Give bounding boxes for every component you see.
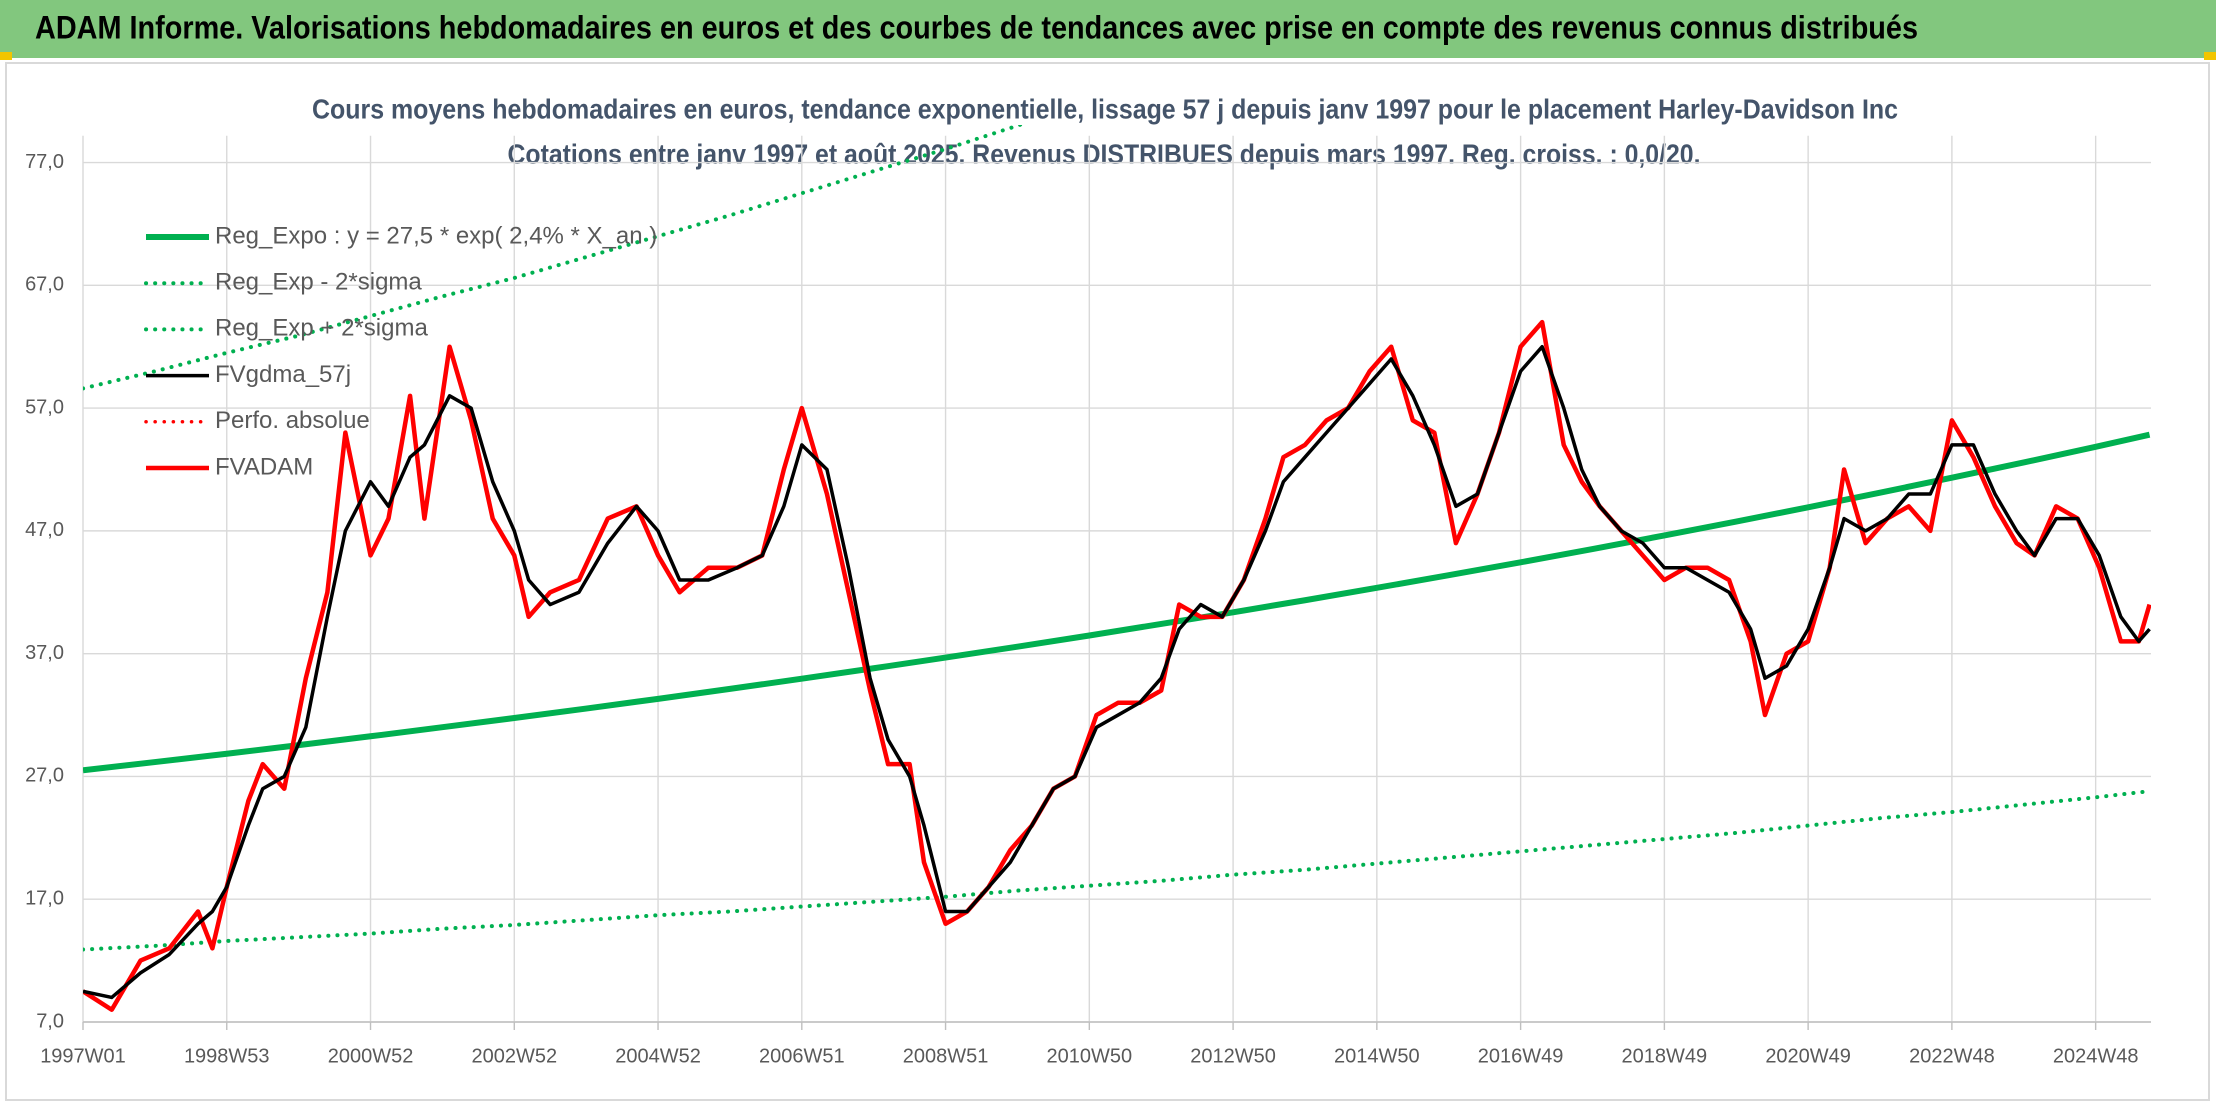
x-tick-label: 2022W48 xyxy=(1909,1045,1995,1067)
legend-label: Reg_Exp - 2*sigma xyxy=(215,269,422,296)
legend-label: Reg_Expo : y = 27,5 * exp( 2,4% * X_an ) xyxy=(215,222,657,249)
x-tick-label: 2016W49 xyxy=(1478,1045,1564,1067)
legend-label: FVgdma_57j xyxy=(215,361,351,388)
corner-mark xyxy=(0,52,12,60)
x-tick-label: 2008W51 xyxy=(903,1045,989,1067)
y-tick-label: 37,0 xyxy=(25,642,64,664)
chart-subtitle: Cotations entre janv 1997 et août 2025. … xyxy=(508,138,1701,169)
x-tick-label: 2004W52 xyxy=(615,1045,701,1067)
y-tick-label: 77,0 xyxy=(25,151,64,173)
legend-label: Perfo. absolue xyxy=(215,407,370,434)
y-tick-label: 17,0 xyxy=(25,888,64,910)
y-tick-label: 27,0 xyxy=(25,765,64,787)
x-tick-label: 2006W51 xyxy=(759,1045,845,1067)
x-tick-label: 2024W48 xyxy=(2053,1045,2139,1067)
x-tick-label: 2014W50 xyxy=(1334,1045,1420,1067)
x-tick-label: 2020W49 xyxy=(1765,1045,1851,1067)
grid xyxy=(82,135,2151,1023)
x-tick-label: 2012W50 xyxy=(1190,1045,1276,1067)
y-tick-label: 7,0 xyxy=(36,1010,64,1032)
series-line xyxy=(83,431,2151,774)
x-tick-label: 2010W50 xyxy=(1047,1045,1133,1067)
y-tick-label: 57,0 xyxy=(25,396,64,418)
chart-frame xyxy=(5,62,2210,1101)
y-tick-label: 67,0 xyxy=(25,274,64,296)
x-tick-label: 2018W49 xyxy=(1622,1045,1708,1067)
series-line xyxy=(83,344,2151,1000)
legend-label: FVADAM xyxy=(215,453,313,480)
x-tick-label: 2000W52 xyxy=(328,1045,414,1067)
legend-label: Reg_Exp + 2*sigma xyxy=(215,315,428,342)
page-header: ADAM Informe. Valorisations hebdomadaire… xyxy=(35,9,1918,45)
x-tick-label: 1998W53 xyxy=(184,1045,270,1067)
chart-title: Cours moyens hebdomadaires en euros, ten… xyxy=(312,93,1898,124)
axes: 7,0 17,0 27,0 37,0 47,0 57,0 67,0 77,0 1997W01 19… xyxy=(25,151,2151,1067)
corner-mark xyxy=(2204,52,2216,60)
x-tick-label: 2002W52 xyxy=(471,1045,557,1067)
y-tick-label: 47,0 xyxy=(25,519,64,541)
header-band xyxy=(0,0,2216,58)
plot-area xyxy=(83,125,2151,1012)
legend: Reg_Expo : y = 27,5 * exp( 2,4% * X_an )… xyxy=(144,222,657,480)
x-tick-label: 1997W01 xyxy=(40,1045,126,1067)
